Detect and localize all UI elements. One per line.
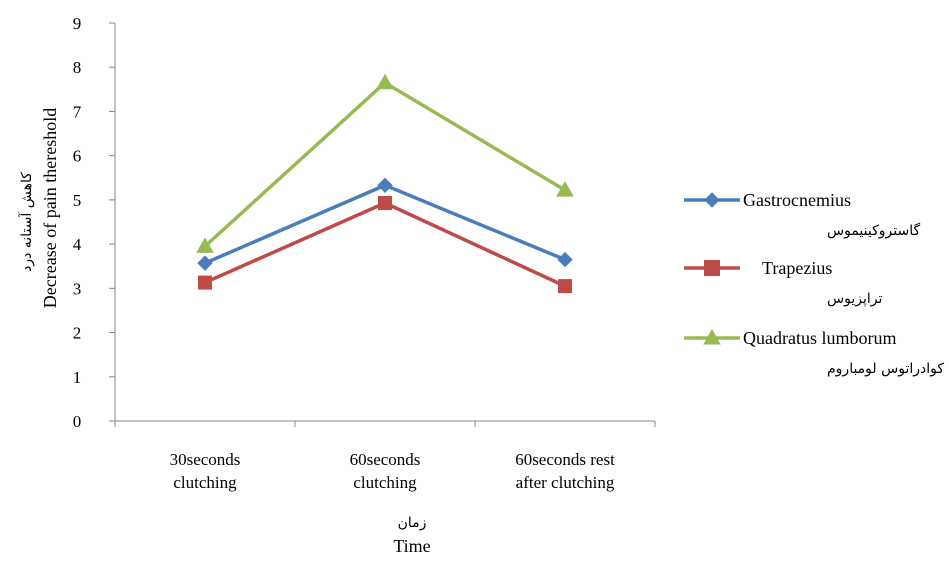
y-tick-label: 0 bbox=[73, 412, 82, 431]
x-category-label: clutching bbox=[173, 473, 237, 492]
legend-label-fa: کوادراتوس لومباروم bbox=[827, 361, 944, 377]
x-axis-title-fa: زمان bbox=[398, 515, 427, 531]
legend-marker bbox=[704, 260, 720, 276]
series-quadratus-lumborum bbox=[196, 73, 574, 253]
y-tick-label: 3 bbox=[73, 279, 82, 298]
y-tick-label: 8 bbox=[73, 58, 82, 77]
data-point bbox=[557, 251, 573, 268]
y-tick-label: 7 bbox=[73, 102, 82, 121]
x-category-label: after clutching bbox=[516, 473, 615, 492]
legend-item-gastrocnemius: Gastrocnemius گاستروکینیموس bbox=[684, 190, 920, 239]
x-category-label: 30seconds bbox=[170, 450, 241, 469]
data-point bbox=[196, 237, 214, 253]
x-category-label: clutching bbox=[353, 473, 417, 492]
legend-item-quadratus-lumborum: Quadratus lumborum کوادراتوس لومباروم bbox=[684, 328, 944, 377]
y-axis-title-fa: کاهش آستانه درد bbox=[18, 172, 35, 272]
legend-label: Quadratus lumborum bbox=[743, 328, 896, 348]
data-point bbox=[556, 181, 574, 197]
legend-label: Gastrocnemius bbox=[743, 190, 851, 210]
series-line bbox=[203, 80, 566, 248]
data-point bbox=[376, 73, 394, 90]
legend: Gastrocnemius گاستروکینیموس Trapezius تراپز… bbox=[684, 190, 944, 377]
legend-label-fa: گاستروکینیموس bbox=[827, 222, 920, 239]
legend-item-trapezius: Trapezius تراپزیوس bbox=[684, 258, 882, 307]
y-tick-label: 9 bbox=[73, 14, 82, 33]
y-tick-label: 4 bbox=[73, 235, 82, 254]
y-tick-label: 2 bbox=[73, 324, 82, 343]
data-point bbox=[377, 177, 393, 194]
x-axis-title: Time bbox=[393, 536, 430, 556]
series-line bbox=[204, 201, 566, 288]
legend-label-fa: تراپزیوس bbox=[827, 291, 882, 307]
data-point bbox=[198, 275, 212, 290]
y-tick-label: 5 bbox=[73, 191, 82, 210]
legend-marker bbox=[703, 328, 721, 345]
y-axis-title: Decrease of pain thereshold bbox=[40, 108, 60, 308]
y-tick-label: 1 bbox=[73, 368, 82, 387]
series-layer bbox=[196, 73, 574, 294]
x-category-label: 60seconds rest bbox=[515, 450, 615, 469]
legend-marker bbox=[704, 192, 720, 208]
series-trapezius bbox=[198, 195, 572, 294]
axes: 0 1 2 3 4 5 6 7 8 9 30seconds clutching 60seconds clu… bbox=[18, 14, 656, 556]
y-tick-label: 6 bbox=[73, 147, 82, 166]
legend-label: Trapezius bbox=[762, 258, 832, 278]
data-point bbox=[378, 195, 392, 210]
data-point bbox=[197, 255, 213, 271]
data-point bbox=[558, 279, 572, 294]
series-gastrocnemius bbox=[197, 177, 573, 271]
x-category-label: 60seconds bbox=[350, 450, 421, 469]
